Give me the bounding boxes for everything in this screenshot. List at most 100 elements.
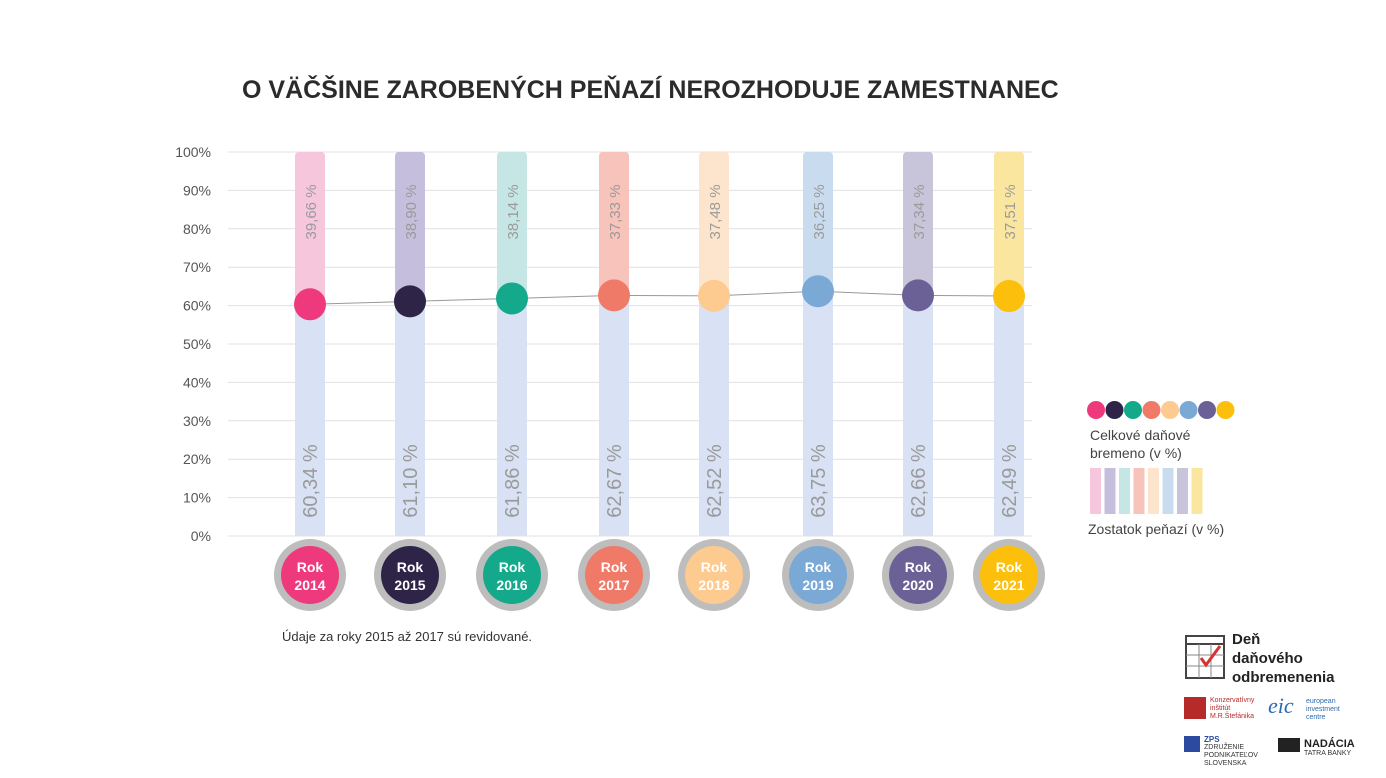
legend-bar bbox=[1090, 468, 1101, 514]
logo-line-2: daňového bbox=[1232, 650, 1303, 667]
grid-lines bbox=[228, 151, 1032, 537]
data-label-tax-burden: 62,66 % bbox=[908, 444, 930, 518]
data-label-remaining: 37,34 % bbox=[911, 184, 928, 239]
logo-nadacia: NADÁCIA TATRA BANKY bbox=[1304, 738, 1355, 758]
y-tick-label: 40% bbox=[183, 374, 211, 390]
legend-bar bbox=[1104, 468, 1116, 514]
year-badge bbox=[980, 546, 1038, 604]
legend-dot bbox=[1198, 401, 1216, 419]
bar-tax-burden bbox=[699, 295, 729, 536]
year-badge-label-year: 2016 bbox=[496, 577, 527, 593]
y-tick-label: 100% bbox=[175, 144, 211, 160]
bar-remaining-money bbox=[903, 152, 933, 296]
data-label-remaining: 39,66 % bbox=[303, 184, 320, 239]
data-label-tax-burden: 61,86 % bbox=[502, 444, 524, 518]
legend-dot-swatches bbox=[1087, 401, 1235, 419]
data-label-remaining: 37,51 % bbox=[1002, 184, 1019, 239]
y-tick-label: 0% bbox=[191, 528, 211, 544]
year-badge-label-prefix: Rok bbox=[297, 559, 324, 575]
logo-eic-text: european investment centre bbox=[1306, 698, 1340, 721]
year-badge bbox=[483, 546, 541, 604]
legend-bar bbox=[1191, 468, 1203, 514]
year-badge-label-year: 2020 bbox=[902, 577, 933, 593]
year-badge-label-year: 2017 bbox=[598, 577, 629, 593]
y-tick-label: 70% bbox=[183, 259, 211, 275]
year-badge bbox=[381, 546, 439, 604]
bar-remaining-money bbox=[803, 152, 833, 292]
logo-line-1: Deň bbox=[1232, 631, 1261, 648]
legend-bar bbox=[1162, 468, 1174, 514]
logo-kimrs: Konzervatívny inštitút M.R.Štefánika bbox=[1210, 697, 1255, 720]
logo-zps: ZPS ZDRUŽENIE PODNIKATEĽOV SLOVENSKA bbox=[1204, 736, 1274, 768]
year-badge-label-year: 2015 bbox=[394, 577, 425, 593]
logo-eic: eic bbox=[1268, 693, 1294, 718]
logo-den-danoveho-odbremenenia: Deň daňového odbremenenia bbox=[1232, 630, 1335, 687]
data-label-tax-burden: 62,52 % bbox=[704, 444, 726, 518]
bar-tax-burden bbox=[803, 291, 833, 536]
legend-dot bbox=[1216, 401, 1235, 419]
legend-dot bbox=[1105, 401, 1124, 419]
year-badge-label-prefix: Rok bbox=[397, 559, 424, 575]
year-badge-label-prefix: Rok bbox=[601, 559, 628, 575]
bar-remaining-money bbox=[395, 152, 425, 302]
trend-polyline bbox=[309, 290, 1010, 305]
data-dots bbox=[294, 275, 1025, 321]
bar-tax-burden bbox=[395, 301, 425, 536]
y-tick-label: 30% bbox=[183, 413, 211, 429]
year-badges: Rok 2014 Rok 2015 Rok 2016 Rok 2017 Rok 2018 Rok 20… bbox=[274, 539, 1045, 611]
year-badge bbox=[889, 546, 947, 604]
y-tick-label: 20% bbox=[183, 451, 211, 467]
data-label-tax-burden: 62,67 % bbox=[604, 444, 626, 518]
bar-remaining-money bbox=[295, 152, 325, 305]
data-point-dot bbox=[902, 279, 934, 312]
legend-dot bbox=[1142, 401, 1161, 419]
calendar-check-icon bbox=[1185, 635, 1225, 679]
year-badge-label-prefix: Rok bbox=[805, 559, 832, 575]
y-tick-label: 50% bbox=[183, 336, 211, 352]
bar-tax-burden bbox=[295, 304, 325, 536]
logo-zps-sub: ZDRUŽENIE PODNIKATEĽOV SLOVENSKA bbox=[1204, 744, 1258, 767]
year-badge bbox=[789, 546, 847, 604]
data-point-dot bbox=[294, 288, 326, 321]
legend-dot bbox=[1087, 401, 1105, 419]
y-tick-label: 10% bbox=[183, 490, 211, 506]
legend-label-tax-burden: Celkové daňové bremeno (v %) bbox=[1090, 427, 1191, 461]
bars bbox=[295, 152, 1024, 536]
year-badge-label-year: 2021 bbox=[993, 577, 1024, 593]
data-point-dot bbox=[993, 280, 1025, 313]
data-label-remaining: 38,14 % bbox=[505, 184, 522, 239]
legend-bar bbox=[1133, 468, 1145, 514]
logo-zps-name: ZPS bbox=[1204, 735, 1220, 744]
year-badge-label-year: 2014 bbox=[294, 577, 325, 593]
data-labels: 39,66 % 60,34 % 38,90 % 61,10 % 38,14 % 61,86… bbox=[300, 184, 1021, 517]
year-badge-label-year: 2019 bbox=[802, 577, 833, 593]
year-badge bbox=[281, 546, 339, 604]
data-point-dot bbox=[598, 279, 630, 312]
y-tick-label: 60% bbox=[183, 298, 211, 314]
logo-nadacia-sub: TATRA BANKY bbox=[1304, 750, 1352, 757]
bar-tax-burden bbox=[994, 296, 1024, 536]
y-axis-ticks: 0% 10% 20% 30% 40% 50% 60% 70% 80% 90% 100% bbox=[175, 144, 211, 544]
year-badge-label-prefix: Rok bbox=[905, 559, 932, 575]
nadacia-logo-icon bbox=[1278, 738, 1300, 752]
data-point-dot bbox=[802, 275, 834, 308]
legend-bar bbox=[1177, 468, 1188, 514]
bar-remaining-money bbox=[994, 152, 1024, 297]
trend-line bbox=[309, 290, 1010, 305]
legend-dot bbox=[1124, 401, 1142, 419]
y-tick-label: 80% bbox=[183, 221, 211, 237]
legend-bar bbox=[1119, 468, 1130, 514]
legend-label-remaining-money: Zostatok peňazí (v %) bbox=[1088, 521, 1225, 537]
data-point-dot bbox=[496, 282, 528, 315]
bar-remaining-money bbox=[497, 152, 527, 299]
logo-line-3: odbremenenia bbox=[1232, 669, 1335, 686]
data-label-tax-burden: 61,10 % bbox=[400, 444, 422, 518]
year-badge-label-prefix: Rok bbox=[996, 559, 1023, 575]
bar-remaining-money bbox=[699, 152, 729, 296]
legend-bar bbox=[1148, 468, 1159, 514]
data-label-tax-burden: 60,34 % bbox=[300, 444, 322, 518]
year-badge bbox=[585, 546, 643, 604]
bar-tax-burden bbox=[903, 295, 933, 536]
data-point-dot bbox=[698, 279, 730, 312]
logo-nadacia-name: NADÁCIA bbox=[1304, 738, 1355, 750]
